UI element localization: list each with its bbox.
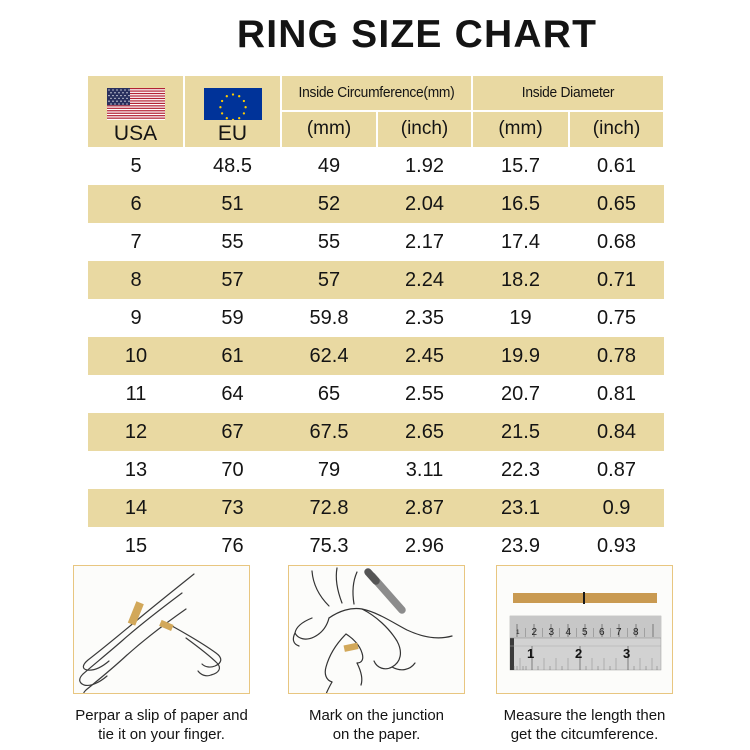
svg-text:3: 3 [623,646,630,661]
svg-text:7: 7 [616,627,622,638]
svg-text:3: 3 [549,627,555,638]
svg-text:2: 2 [575,646,582,661]
svg-text:8: 8 [633,627,639,638]
svg-text:1: 1 [516,629,520,636]
svg-text:4: 4 [566,627,572,638]
svg-text:5: 5 [582,627,588,638]
svg-text:1: 1 [527,646,534,661]
svg-text:2: 2 [532,627,538,638]
svg-text:6: 6 [599,627,605,638]
